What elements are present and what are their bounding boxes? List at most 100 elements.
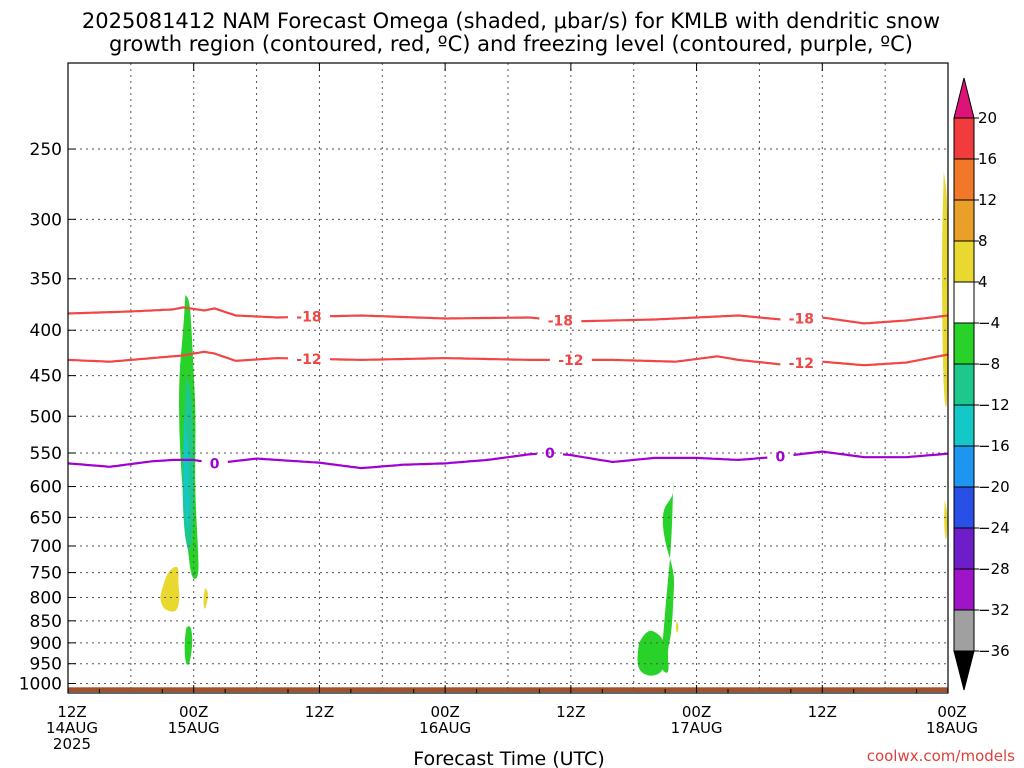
x-tick-label-0-l2: 14AUG <box>46 719 98 737</box>
contour-label--18-2: -18 <box>789 311 814 327</box>
omega-region-6 <box>661 481 675 673</box>
x-tick-label-3-l1: 00Z <box>430 703 459 721</box>
contour-label-0-1: 0 <box>545 446 555 462</box>
colorbar-label-10: −24 <box>978 519 1010 537</box>
omega-region-7 <box>637 630 667 676</box>
pressure-axis: 2503003504004505005506006507007508008509… <box>19 140 76 694</box>
colorbar-label-2: 12 <box>978 191 997 209</box>
y-tick-label-750: 750 <box>30 564 62 584</box>
colorbar-bottom-arrow <box>953 650 975 691</box>
colorbar: 20 16 12 8 4 −4 −8 −12 −16 −20 −24 −28 −32 −36 <box>953 77 1010 691</box>
colorbar-label-13: −36 <box>978 642 1010 660</box>
y-tick-label-600: 600 <box>30 478 62 498</box>
colorbar-label-9: −20 <box>978 478 1010 496</box>
colorbar-label-6: −8 <box>978 355 1000 373</box>
colorbar-swatch-5 <box>953 322 975 365</box>
contour-line-0-seg2 <box>562 453 768 464</box>
colorbar-swatch-0 <box>953 117 975 160</box>
y-tick-label-850: 850 <box>30 612 62 632</box>
x-tick-label-7-l2: 18AUG <box>926 719 978 737</box>
contour-line--18-seg2 <box>581 314 781 323</box>
omega-region-2 <box>183 416 190 528</box>
omega-region-5 <box>203 587 209 609</box>
x-axis-label: Forecast Time (UTC) <box>413 748 604 768</box>
x-tick-label-4-l1: 12Z <box>556 703 585 721</box>
y-tick-label-250: 250 <box>30 140 62 160</box>
contour-line-0-seg0 <box>67 458 202 468</box>
omega-shading <box>160 171 948 676</box>
x-tick-label-0-l3: 2025 <box>53 735 91 753</box>
y-tick-label-950: 950 <box>30 655 62 675</box>
y-tick-label-800: 800 <box>30 588 62 608</box>
plot-frame <box>67 62 949 694</box>
colorbar-swatch-10 <box>953 527 975 570</box>
y-tick-label-450: 450 <box>30 367 62 387</box>
colorbar-label-8: −16 <box>978 437 1010 455</box>
colorbar-label-3: 8 <box>978 232 988 250</box>
contour-line-0-seg3 <box>793 450 949 459</box>
colorbar-swatch-1 <box>953 158 975 201</box>
colorbar-label-0: 20 <box>978 109 997 127</box>
y-tick-label-500: 500 <box>30 407 62 427</box>
contour-label--12-0: -12 <box>296 352 321 368</box>
contour-label--12-2: -12 <box>789 356 814 372</box>
x-tick-label-5-l1: 00Z <box>682 703 711 721</box>
y-tick-label-550: 550 <box>30 444 62 464</box>
contour-label--18-0: -18 <box>296 310 321 326</box>
y-tick-label-1000: 1000 <box>19 674 62 694</box>
y-tick-label-400: 400 <box>30 321 62 341</box>
colorbar-label-5: −4 <box>978 314 1000 332</box>
y-tick-label-350: 350 <box>30 270 62 290</box>
x-tick-label-6-l1: 12Z <box>808 703 837 721</box>
temperature-contours: -18 -18 -18 -12 -12 -12 0 0 0 <box>67 306 949 472</box>
ground-layer <box>68 687 948 692</box>
colorbar-label-1: 16 <box>978 150 997 168</box>
chart-title-line2: growth region (contoured, red, ºC) and f… <box>109 32 913 56</box>
y-tick-label-900: 900 <box>30 634 62 654</box>
colorbar-swatch-2 <box>953 199 975 242</box>
colorbar-swatch-8 <box>953 445 975 488</box>
contour-line--12-seg2 <box>591 355 781 366</box>
colorbar-label-7: −12 <box>978 396 1010 414</box>
x-tick-label-2-l1: 12Z <box>305 703 334 721</box>
colorbar-swatch-6 <box>953 363 975 406</box>
contour-line--12-seg3 <box>822 353 949 367</box>
contour-line--18-seg1 <box>329 314 540 320</box>
contour-label-0-2: 0 <box>776 449 786 465</box>
y-tick-label-650: 650 <box>30 508 62 528</box>
contour-line-0-seg1 <box>227 452 537 470</box>
x-tick-label-1-l1: 00Z <box>179 703 208 721</box>
omega-region-10 <box>944 499 948 540</box>
omega-region-4 <box>160 566 180 612</box>
contour-label-0-0: 0 <box>210 456 220 472</box>
colorbar-swatch-9 <box>953 486 975 529</box>
contour-line--12-seg0 <box>67 350 288 363</box>
x-tick-label-1-l2: 15AUG <box>168 719 220 737</box>
omega-region-8 <box>675 620 679 633</box>
colorbar-swatch-7 <box>953 404 975 447</box>
credit-text: coolwx.com/models <box>867 747 1015 765</box>
colorbar-swatch-4 <box>953 281 975 324</box>
omega-region-3 <box>184 626 193 665</box>
contour-line--18-seg3 <box>822 314 949 325</box>
x-tick-label-3-l2: 16AUG <box>419 719 471 737</box>
colorbar-top-arrow <box>953 77 975 119</box>
y-tick-label-300: 300 <box>30 210 62 230</box>
x-tick-label-7-l1: 00Z <box>937 703 966 721</box>
colorbar-swatch-3 <box>953 240 975 283</box>
contour-label--18-1: -18 <box>548 313 573 329</box>
colorbar-swatch-11 <box>953 568 975 611</box>
plot-area <box>68 63 948 693</box>
colorbar-swatch-12 <box>953 609 975 652</box>
x-tick-label-0-l1: 12Z <box>57 703 86 721</box>
x-tick-label-5-l2: 17AUG <box>671 719 723 737</box>
contour-label--12-1: -12 <box>558 353 583 369</box>
chart-title-line1: 2025081412 NAM Forecast Omega (shaded, μ… <box>82 9 940 33</box>
colorbar-label-11: −28 <box>978 560 1010 578</box>
contour-line--18-seg0 <box>67 306 289 319</box>
colorbar-label-12: −32 <box>978 601 1010 619</box>
colorbar-label-4: 4 <box>978 273 988 291</box>
y-tick-label-700: 700 <box>30 537 62 557</box>
